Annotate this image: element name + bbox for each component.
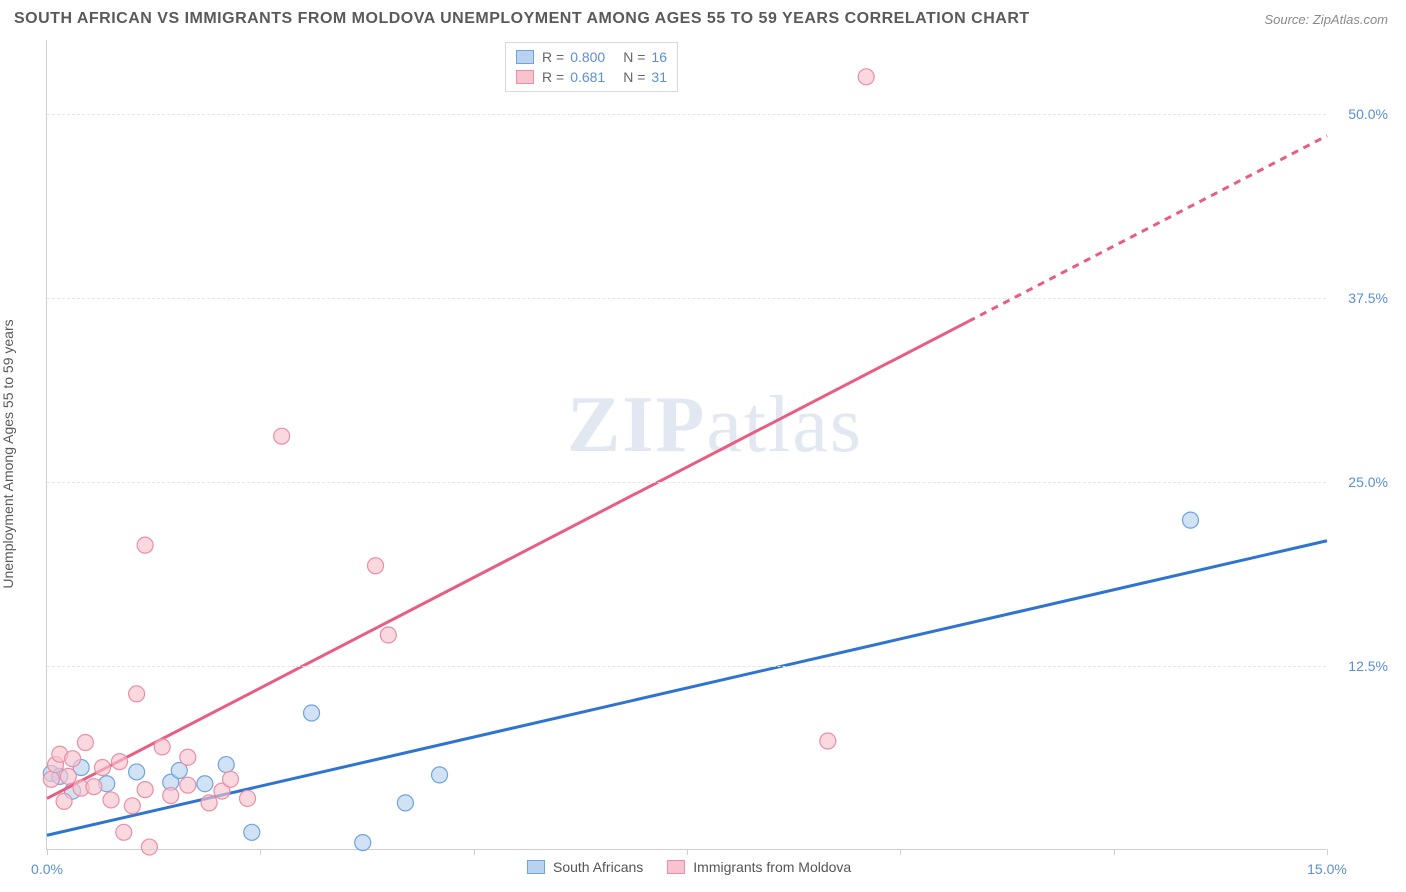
- data-point: [94, 760, 110, 776]
- data-point: [137, 537, 153, 553]
- x-tick: [474, 849, 475, 855]
- data-point: [218, 757, 234, 773]
- trend-line-dashed: [969, 136, 1327, 322]
- data-point: [180, 749, 196, 765]
- legend-series-item: Immigrants from Moldova: [667, 859, 851, 875]
- x-tick: [260, 849, 261, 855]
- x-tick: [900, 849, 901, 855]
- legend-series: South Africans Immigrants from Moldova: [527, 859, 851, 875]
- legend-series-item: South Africans: [527, 859, 643, 875]
- gridline: [47, 114, 1326, 115]
- data-point: [222, 771, 238, 787]
- data-point: [1182, 512, 1198, 528]
- data-point: [274, 428, 290, 444]
- data-point: [163, 788, 179, 804]
- data-point: [397, 795, 413, 811]
- legend-swatch: [667, 860, 685, 874]
- data-point: [65, 751, 81, 767]
- data-point: [432, 767, 448, 783]
- x-tick-label: 0.0%: [31, 861, 63, 877]
- data-point: [141, 839, 157, 855]
- y-tick-label: 12.5%: [1348, 658, 1388, 674]
- data-point: [355, 835, 371, 851]
- legend-stat-row: R =0.681 N =31: [516, 67, 667, 87]
- data-point: [129, 764, 145, 780]
- legend-stat-row: R =0.800 N =16: [516, 47, 667, 67]
- data-point: [56, 793, 72, 809]
- x-tick: [687, 849, 688, 855]
- data-point: [304, 705, 320, 721]
- gridline: [47, 666, 1326, 667]
- legend-r: R =0.681: [542, 69, 605, 85]
- y-tick-label: 37.5%: [1348, 290, 1388, 306]
- gridline: [47, 298, 1326, 299]
- x-tick-label: 15.0%: [1307, 861, 1347, 877]
- gridline: [47, 482, 1326, 483]
- y-tick-label: 50.0%: [1348, 106, 1388, 122]
- plot-area: ZIPatlas 12.5%25.0%37.5%50.0%0.0%15.0%R …: [46, 40, 1326, 850]
- legend-swatch: [516, 70, 534, 84]
- data-point: [368, 558, 384, 574]
- trend-line: [47, 321, 969, 798]
- source-label: Source: ZipAtlas.com: [1264, 12, 1388, 27]
- chart-title: SOUTH AFRICAN VS IMMIGRANTS FROM MOLDOVA…: [14, 10, 1030, 28]
- legend-series-label: Immigrants from Moldova: [693, 859, 851, 875]
- data-point: [201, 795, 217, 811]
- trend-line: [47, 541, 1327, 836]
- legend-series-label: South Africans: [553, 859, 643, 875]
- data-point: [240, 790, 256, 806]
- x-tick: [1114, 849, 1115, 855]
- data-point: [380, 627, 396, 643]
- data-point: [112, 754, 128, 770]
- data-point: [244, 824, 260, 840]
- plot-svg: [47, 40, 1326, 849]
- legend-swatch: [516, 50, 534, 64]
- data-point: [858, 69, 874, 85]
- data-point: [180, 777, 196, 793]
- legend-stats: R =0.800 N =16 R =0.681 N =31: [505, 42, 678, 92]
- x-tick: [47, 849, 48, 855]
- data-point: [116, 824, 132, 840]
- data-point: [77, 734, 93, 750]
- data-point: [60, 768, 76, 784]
- x-tick: [1327, 849, 1328, 855]
- data-point: [124, 798, 140, 814]
- data-point: [154, 739, 170, 755]
- data-point: [197, 776, 213, 792]
- data-point: [820, 733, 836, 749]
- data-point: [129, 686, 145, 702]
- y-tick-label: 25.0%: [1348, 474, 1388, 490]
- legend-r: R =0.800: [542, 49, 605, 65]
- data-point: [137, 782, 153, 798]
- legend-n: N =31: [623, 69, 667, 85]
- legend-swatch: [527, 860, 545, 874]
- data-point: [43, 771, 59, 787]
- data-point: [103, 792, 119, 808]
- data-point: [86, 779, 102, 795]
- legend-n: N =16: [623, 49, 667, 65]
